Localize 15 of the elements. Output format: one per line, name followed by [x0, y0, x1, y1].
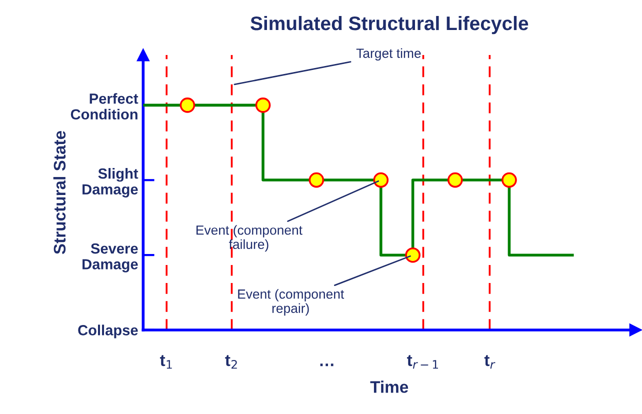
category-label: Slight Damage	[82, 168, 138, 198]
x-tick-label: t$_{1}$	[160, 355, 172, 369]
x-tick-label: t$_{r−1}$	[407, 355, 438, 369]
category-label: Severe Damage	[82, 243, 138, 272]
x-tick-label: t$_{r}$	[484, 355, 496, 369]
x-tick-label: …	[320, 364, 334, 366]
annotation: Event (component repair)	[238, 289, 344, 316]
chart-title: Simulated Structural Lifecycle	[250, 16, 528, 34]
annotation: Event (component failure)	[196, 225, 302, 252]
category-label: Perfect Condition	[70, 93, 138, 120]
category-label: Collapse	[78, 324, 138, 338]
y-axis-title: Structural State	[53, 131, 66, 254]
x-tick-label: t$_{2}$	[225, 355, 237, 369]
annotation: Target time	[356, 48, 421, 61]
x-axis-title: Time	[370, 380, 408, 393]
